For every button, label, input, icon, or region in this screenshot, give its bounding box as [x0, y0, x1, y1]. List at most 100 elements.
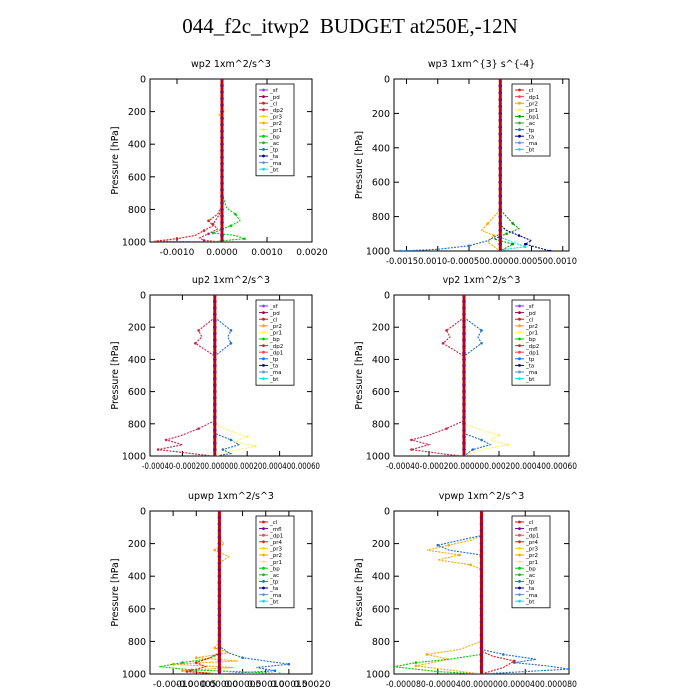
legend-entry: _ac [525, 121, 535, 127]
y-axis-label: Pressure [hPa] [110, 558, 121, 626]
legend-entry: _tp [269, 148, 279, 154]
series-point [220, 227, 224, 231]
legend-entry: _pr3 [269, 115, 283, 121]
series-line-pr2 [173, 511, 238, 674]
y-tick-label: 0 [140, 507, 146, 518]
y-tick-label: 1000 [366, 670, 390, 681]
y-tick-label: 200 [128, 107, 146, 118]
series-point [273, 669, 277, 673]
series-point [506, 443, 510, 447]
y-tick-label: 200 [372, 109, 390, 120]
chart-panel-5: upwp 1xm^2/s^3 Pressure [hPa] 0 200 400 600 80… [110, 491, 331, 690]
series-point [498, 132, 503, 136]
y-tick-label: 400 [128, 355, 146, 366]
legend: _sf_pd_cl_dp2_pr3_pr2_pr1_bp_ac_tp_ta_ma… [255, 83, 295, 177]
legend-entry: _bp [269, 566, 280, 572]
y-tick-label: 0 [384, 507, 390, 518]
series-point [213, 548, 217, 552]
series-point [502, 653, 505, 656]
series-point [479, 626, 484, 631]
legend-entry: _cl [269, 317, 278, 323]
legend-entry: _dp2 [269, 108, 283, 114]
series-point [220, 207, 224, 212]
legend-entry: _pr2 [269, 553, 282, 559]
series-point [479, 639, 484, 644]
series-point [220, 233, 224, 238]
series-point [213, 306, 217, 310]
series-point [229, 438, 233, 442]
legend-entry: _bp [525, 337, 536, 343]
series-point [479, 574, 484, 578]
series-point [480, 342, 483, 345]
series-point [220, 188, 224, 192]
chart-title: vpwp 1xm^2/s^3 [439, 491, 525, 502]
series-point [207, 219, 210, 223]
series-point [523, 242, 527, 246]
series-point [414, 664, 418, 668]
series-point [217, 672, 222, 674]
series-point [479, 593, 484, 598]
series-point [213, 434, 217, 439]
series-point [462, 441, 466, 445]
series-point [479, 620, 484, 624]
series-group [156, 295, 257, 456]
legend-entry: _cl [269, 101, 278, 107]
series-point [217, 574, 222, 578]
series-point [479, 535, 484, 539]
series-point [241, 656, 244, 659]
series-point [479, 672, 484, 674]
series-point [548, 249, 552, 251]
series-point [213, 344, 217, 349]
legend-entry: _pr1 [525, 331, 538, 337]
series-point [220, 103, 224, 107]
series-line-pr1 [463, 295, 508, 456]
series-point [217, 639, 222, 644]
series-point [217, 665, 222, 670]
series-point [497, 433, 501, 437]
series-point [217, 620, 222, 624]
legend-entry: _dp1 [269, 350, 283, 356]
series-point [480, 438, 483, 442]
y-tick-label: 0 [384, 291, 390, 302]
legend-entry: _dp1 [525, 533, 539, 539]
y-tick-label: 200 [128, 539, 146, 550]
series-point [469, 563, 472, 567]
legend-entry: _pr2 [525, 101, 538, 107]
series-point [479, 580, 484, 585]
series-point [220, 135, 224, 140]
y-tick-label: 1000 [366, 452, 390, 463]
series-point [567, 667, 569, 671]
series-point [213, 389, 217, 394]
series-line-bp1 [492, 79, 521, 251]
y-tick-label: 200 [128, 323, 146, 334]
series-point [462, 299, 466, 304]
series-point [479, 541, 484, 546]
legend-entry: _tp [525, 357, 535, 363]
series-point [220, 142, 224, 146]
x-tick-labels: -0.00040-0.000200.000000.000200.000400.0… [142, 462, 320, 472]
x-tick-label: 0.00000 [201, 680, 238, 690]
legend-entry: _sf [525, 304, 535, 310]
y-tick-label: 400 [372, 572, 390, 583]
series-group [398, 79, 552, 251]
series-line-cl [186, 511, 220, 674]
series-point [462, 370, 466, 375]
series-point [156, 448, 160, 451]
legend-entry: _cl [525, 88, 534, 94]
series-point [479, 607, 484, 611]
y-tick-label: 600 [128, 172, 146, 183]
series-point [220, 155, 224, 160]
series-line-tp [214, 295, 241, 456]
series-point [498, 84, 503, 88]
series-point [486, 222, 490, 225]
y-tick-label: 400 [128, 140, 146, 151]
series-point [462, 396, 466, 400]
legend-entry: _pd [269, 311, 280, 317]
series-point [218, 113, 222, 117]
series-point [217, 587, 222, 592]
series-point [462, 383, 466, 387]
legend-entry: _dp1 [525, 350, 539, 356]
legend-entry: _ma [525, 141, 537, 147]
series-point [462, 376, 466, 381]
legend-entry: _cl [269, 520, 278, 526]
